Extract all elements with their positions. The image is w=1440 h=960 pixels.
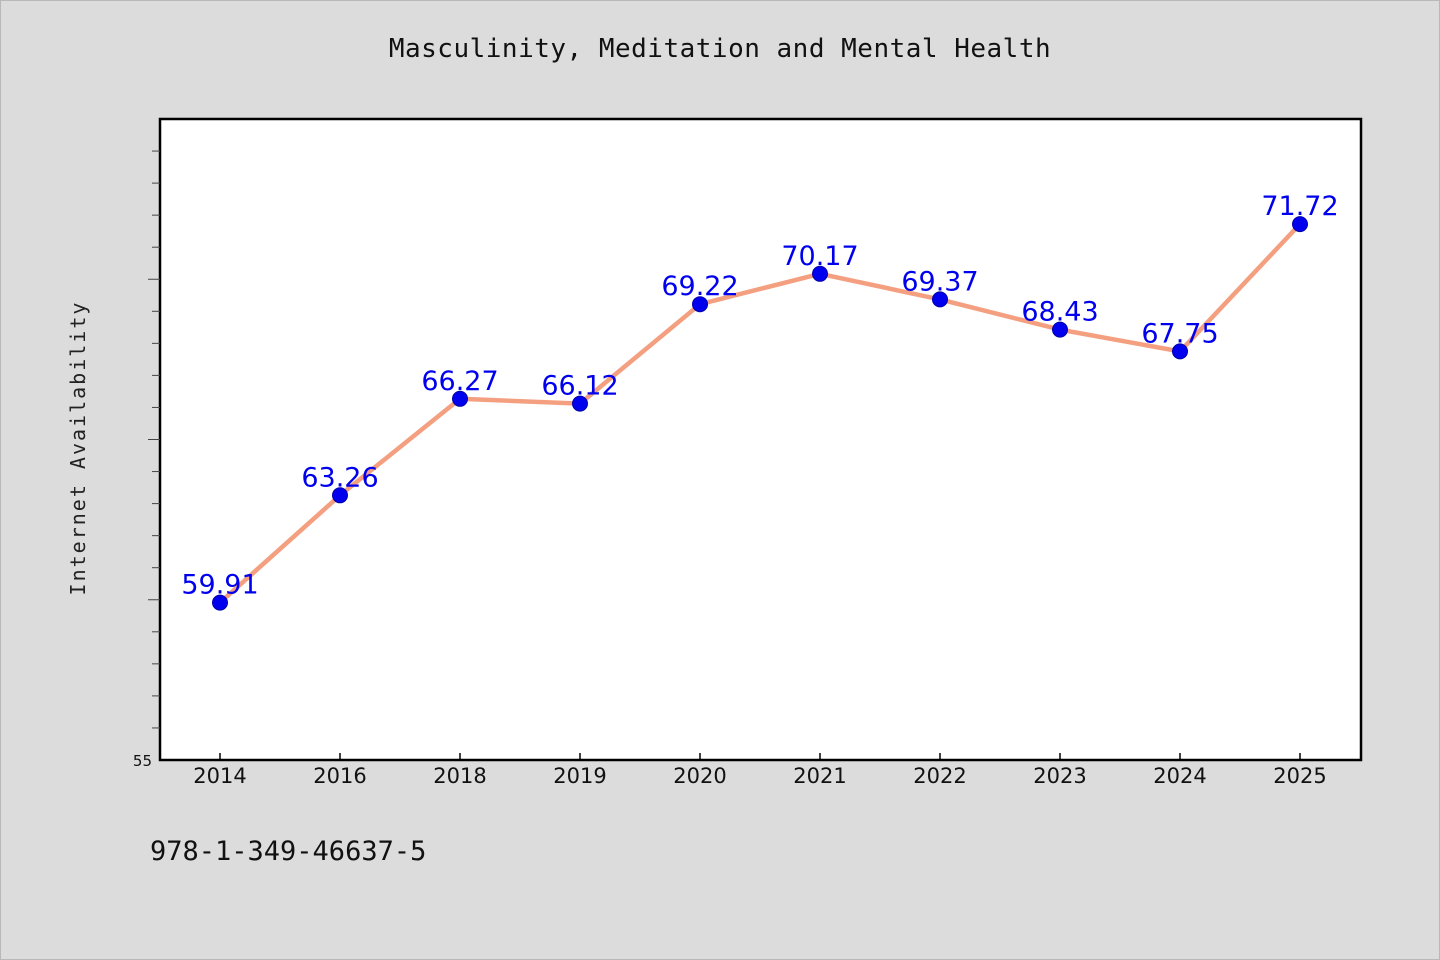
chart-title: Masculinity, Meditation and Mental Healt… [388,34,1052,64]
data-label-2024: 67.75 [1141,318,1218,349]
data-point-2023 [1052,321,1068,338]
x-tick-label-2021: 2021 [793,764,846,788]
data-label-2021: 70.17 [781,241,858,272]
x-tick-label-2019: 2019 [553,764,606,788]
x-tick-label-2022: 2022 [913,764,966,788]
plot-area [158,117,1363,762]
data-point-2019 [572,395,588,412]
x-tick-label-2024: 2024 [1153,764,1206,788]
data-point-2018 [452,390,468,407]
data-label-2023: 68.43 [1021,297,1098,328]
data-label-2022: 69.37 [901,266,978,297]
x-tick-label-2020: 2020 [673,764,726,788]
data-label-2014: 59.91 [181,570,258,601]
data-point-2021 [812,265,828,282]
data-point-2016 [332,487,348,504]
data-label-2016: 63.26 [301,462,378,493]
data-point-2024 [1172,343,1188,360]
x-tick-label-2016: 2016 [313,764,366,788]
data-point-2014 [212,594,228,611]
data-point-2020 [692,296,708,313]
data-label-2019: 66.12 [541,371,618,402]
x-tick-label-2025: 2025 [1273,764,1326,788]
x-tick-label-2023: 2023 [1033,764,1086,788]
data-point-2025 [1292,216,1308,233]
y-tick-label-55: 55 [133,752,152,770]
data-label-2025: 71.72 [1261,191,1338,222]
data-label-2018: 66.27 [421,366,498,397]
x-tick-label-2014: 2014 [193,764,246,788]
data-label-2020: 69.22 [661,271,738,302]
isbn-footer: 978-1-349-46637-5 [150,836,427,867]
data-point-2022 [932,291,948,308]
series-line [217,221,1303,605]
series-layer [212,216,1308,611]
x-axis-ticks: 2014 2016 2018 2019 2020 2021 2022 2023 2024 2025 [193,753,1327,788]
y-axis-ticks [148,150,160,729]
data-labels-layer: 59.91 63.26 66.27 66.12 69.22 70.17 69.37 68.43… [181,191,1338,600]
x-tick-label-2018: 2018 [433,764,486,788]
